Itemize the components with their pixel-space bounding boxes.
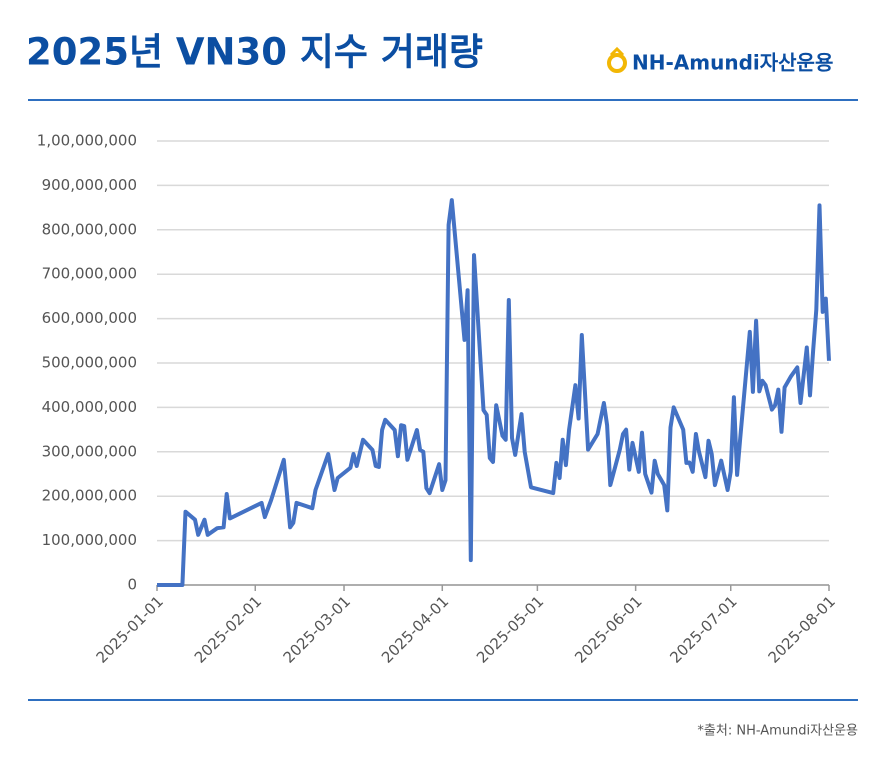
y-tick-label: 900,000,000: [42, 176, 137, 194]
x-tick-label: 2025-02-01: [191, 592, 265, 666]
y-tick-label: 700,000,000: [42, 265, 137, 283]
y-tick-label: 1,00,000,000: [37, 132, 137, 150]
y-tick-label: 100,000,000: [42, 531, 137, 549]
x-tick-label: 2025-07-01: [666, 592, 740, 666]
plot-area: 0 100,000,000 200,000,000 300,000,000 400,00…: [37, 132, 839, 667]
x-tick-label: 2025-04-01: [378, 592, 452, 666]
x-tick-label: 2025-01-01: [93, 592, 167, 666]
y-tick-label: 0: [127, 576, 137, 594]
x-tick-label: 2025-06-01: [571, 592, 645, 666]
y-tick-label: 600,000,000: [42, 309, 137, 327]
logo-icon: [607, 53, 627, 73]
y-tick-label: 200,000,000: [42, 487, 137, 505]
x-tick-label: 2025-05-01: [473, 592, 547, 666]
source-note: *출처: NH-Amundi자산운용: [697, 724, 858, 739]
logo-icon-top: [609, 46, 625, 57]
chart-title: 2025년 VN30 지수 거래량: [26, 31, 483, 74]
brand-logo: [607, 46, 627, 73]
y-tick-label: 300,000,000: [42, 442, 137, 460]
x-tick-label: 2025-03-01: [280, 592, 354, 666]
y-tick-label: 500,000,000: [42, 354, 137, 372]
brand-name: NH-Amundi자산운용: [632, 51, 833, 75]
y-tick-label: 800,000,000: [42, 220, 137, 238]
data-line: [157, 198, 831, 587]
y-tick-label: 400,000,000: [42, 398, 137, 416]
x-tick-label: 2025-08-01: [765, 592, 839, 666]
